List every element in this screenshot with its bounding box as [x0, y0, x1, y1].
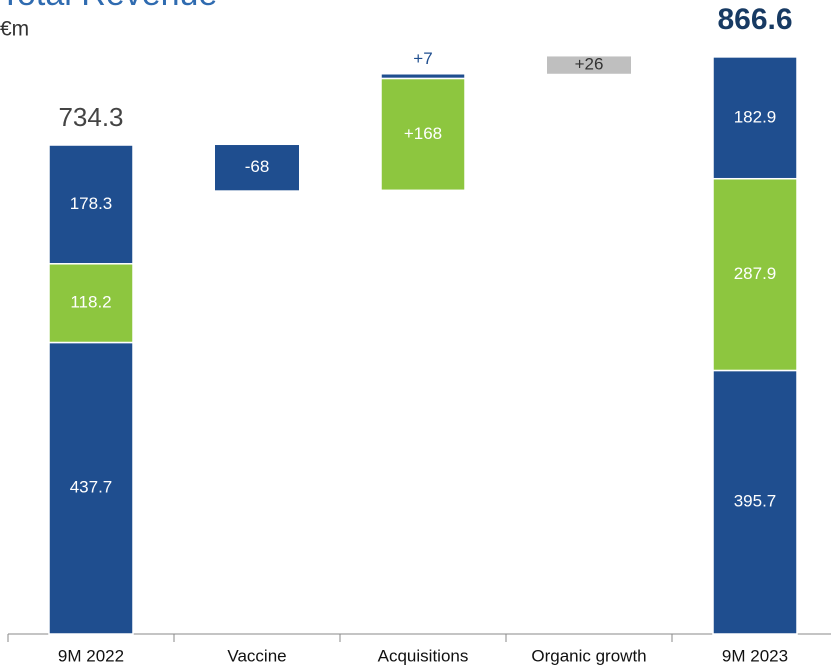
bar-segment: [712, 369, 798, 635]
data-label: +168: [404, 124, 442, 143]
bar-segment: [48, 144, 134, 265]
x-tick-label: 9M 2022: [58, 646, 124, 665]
total-label: 734.3: [58, 102, 123, 132]
data-label: 178.3: [70, 194, 113, 213]
bar-segment: [712, 177, 798, 372]
bar-segment: [48, 341, 134, 635]
bar-segment: [215, 145, 299, 191]
bar-segment: [380, 77, 466, 192]
chart-subtitle: €m: [0, 18, 29, 41]
data-label: 182.9: [734, 107, 777, 126]
data-label: 437.7: [70, 478, 113, 497]
bar-segment: [547, 56, 631, 74]
x-tick-label: 9M 2023: [722, 646, 788, 665]
bar-segment: [712, 56, 798, 180]
data-label: -68: [245, 157, 270, 176]
data-label: 287.9: [734, 264, 777, 283]
data-label: +7: [413, 49, 432, 68]
x-tick-label: Vaccine: [227, 646, 286, 665]
x-tick-label: Organic growth: [531, 646, 646, 665]
bar-segment: [380, 73, 466, 80]
data-label: +26: [575, 55, 604, 74]
data-label: 118.2: [70, 293, 111, 312]
chart-title: Total Revenue: [0, 0, 217, 13]
total-label: 866.6: [717, 3, 792, 36]
data-label: 395.7: [734, 492, 777, 511]
x-tick-label: Acquisitions: [378, 646, 469, 665]
